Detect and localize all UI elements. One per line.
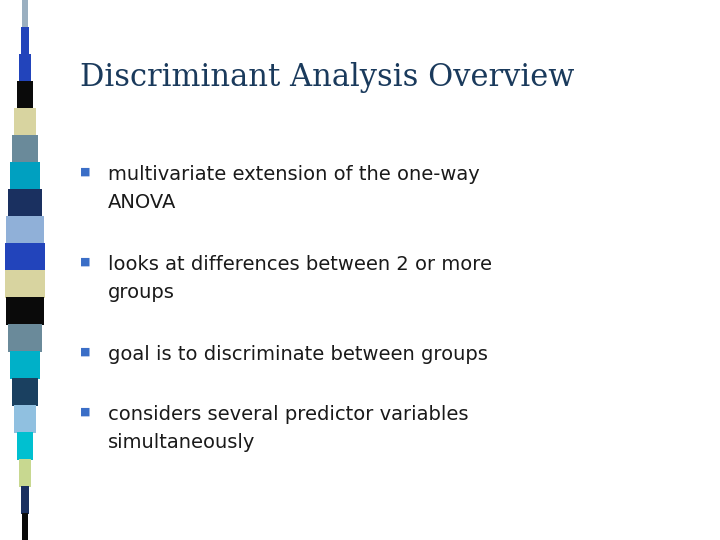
Bar: [10, 162, 40, 190]
Bar: [22, 27, 29, 55]
Text: groups: groups: [108, 283, 175, 302]
Bar: [6, 297, 44, 325]
Bar: [12, 378, 38, 406]
Text: goal is to discriminate between groups: goal is to discriminate between groups: [108, 345, 488, 364]
Text: ■: ■: [80, 407, 91, 417]
Text: ANOVA: ANOVA: [108, 193, 176, 212]
Bar: [22, 486, 29, 514]
Bar: [17, 432, 33, 460]
Bar: [12, 135, 38, 163]
Bar: [8, 324, 42, 352]
Bar: [4, 270, 45, 298]
Bar: [19, 54, 31, 82]
Bar: [6, 216, 44, 244]
Bar: [10, 351, 40, 379]
Bar: [17, 81, 33, 109]
Bar: [8, 189, 42, 217]
Bar: [22, 0, 28, 28]
Bar: [19, 459, 31, 487]
Text: ■: ■: [80, 257, 91, 267]
Text: Discriminant Analysis Overview: Discriminant Analysis Overview: [80, 62, 575, 93]
Text: looks at differences between 2 or more: looks at differences between 2 or more: [108, 255, 492, 274]
Bar: [22, 513, 28, 540]
Text: considers several predictor variables: considers several predictor variables: [108, 405, 469, 424]
Text: ■: ■: [80, 347, 91, 357]
Text: simultaneously: simultaneously: [108, 433, 256, 452]
Text: multivariate extension of the one-way: multivariate extension of the one-way: [108, 165, 480, 184]
Text: ■: ■: [80, 167, 91, 177]
Bar: [14, 405, 36, 433]
Bar: [4, 243, 45, 271]
Bar: [14, 108, 36, 136]
